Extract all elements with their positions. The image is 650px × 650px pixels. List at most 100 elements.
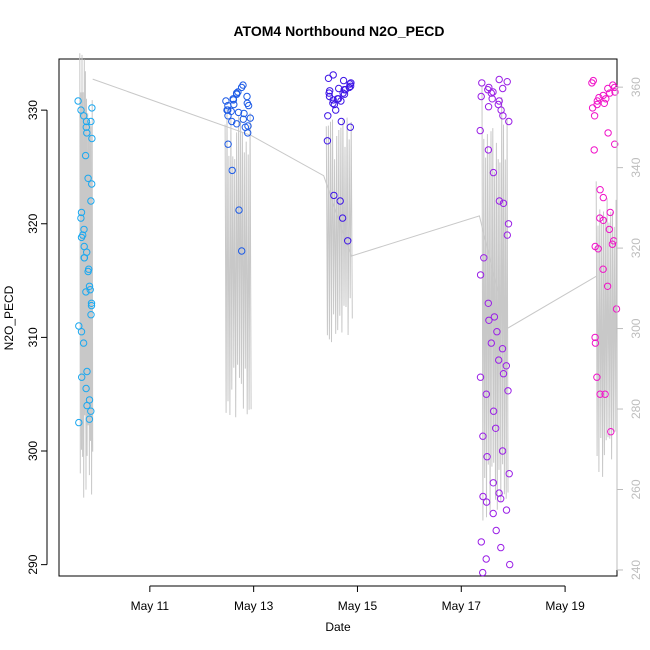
data-point xyxy=(80,254,89,262)
data-point xyxy=(484,103,493,111)
data-point xyxy=(498,447,507,455)
data-point xyxy=(77,214,85,222)
data-point xyxy=(604,129,612,137)
data-point xyxy=(346,82,355,91)
data-point xyxy=(233,120,241,128)
data-point xyxy=(88,180,96,188)
data-point xyxy=(239,115,248,123)
data-point xyxy=(238,247,246,255)
gray-line-burst xyxy=(481,85,509,521)
data-point xyxy=(337,117,345,126)
data-point xyxy=(82,288,90,296)
data-point xyxy=(347,79,355,87)
y-axis-left: 290 300 310 320 330 xyxy=(26,100,48,575)
data-point xyxy=(88,134,96,143)
data-point xyxy=(75,418,83,427)
data-point xyxy=(234,108,243,117)
data-point xyxy=(476,373,485,381)
data-point xyxy=(77,106,85,114)
data-point xyxy=(611,140,619,148)
data-point xyxy=(340,86,348,94)
data-point xyxy=(611,88,619,96)
data-point xyxy=(499,370,508,378)
data-point xyxy=(234,88,242,96)
data-point xyxy=(599,216,607,225)
y-right-tick-label: 340 xyxy=(629,157,643,177)
data-point xyxy=(87,117,95,126)
x-axis-label: Date xyxy=(325,620,351,634)
x-tick-label: May 17 xyxy=(442,599,482,613)
data-point xyxy=(227,107,235,116)
data-point xyxy=(476,271,485,279)
data-point xyxy=(477,538,485,546)
data-point xyxy=(339,76,348,85)
x-tick-label: May 19 xyxy=(545,599,585,613)
data-point xyxy=(77,328,86,336)
gray-line-burst xyxy=(595,181,618,477)
data-point xyxy=(82,123,91,131)
data-point xyxy=(482,498,491,506)
data-point xyxy=(344,237,352,245)
data-point xyxy=(499,84,507,93)
data-point xyxy=(503,231,511,239)
data-point xyxy=(329,96,337,104)
x-axis: May 11 May 13 May 15 May 17 May 19 xyxy=(131,585,585,613)
data-point xyxy=(593,373,601,381)
data-point xyxy=(589,76,597,85)
gray-line-burst xyxy=(224,109,252,418)
x-tick-label: May 11 xyxy=(131,599,170,613)
data-point xyxy=(244,122,252,130)
data-point xyxy=(606,208,614,217)
data-point xyxy=(330,191,338,200)
data-point xyxy=(482,390,490,398)
data-point xyxy=(478,79,486,87)
data-point xyxy=(604,84,612,93)
data-point xyxy=(79,339,88,347)
data-point xyxy=(489,88,497,96)
y-left-tick-label: 320 xyxy=(26,213,40,233)
gray-line-layer xyxy=(79,53,618,521)
data-point xyxy=(335,84,343,93)
y-right-tick-label: 320 xyxy=(629,238,643,258)
y-right-tick-label: 260 xyxy=(629,479,643,499)
y-right-tick-label: 360 xyxy=(629,77,643,97)
data-point xyxy=(489,479,497,487)
data-point xyxy=(482,555,490,563)
data-point xyxy=(492,526,500,535)
data-point xyxy=(329,99,337,108)
data-point xyxy=(596,186,604,194)
data-point xyxy=(493,328,501,336)
data-point xyxy=(502,506,511,514)
data-point xyxy=(588,104,597,112)
y-left-tick-label: 300 xyxy=(26,441,40,461)
data-point xyxy=(87,299,96,307)
data-point xyxy=(338,214,347,222)
data-point xyxy=(485,316,493,324)
data-point xyxy=(224,140,232,148)
data-point xyxy=(479,568,487,577)
data-point xyxy=(595,93,603,102)
data-point xyxy=(88,104,96,112)
data-point xyxy=(477,92,485,101)
y-axis-label: N2O_PECD xyxy=(2,285,16,350)
y-right-tick-label: 240 xyxy=(629,560,643,580)
data-point xyxy=(506,560,514,569)
data-point xyxy=(87,197,95,205)
data-point xyxy=(337,97,345,105)
data-point xyxy=(487,89,495,97)
y-axis-right: 240 260 280 300 320 340 360 xyxy=(616,77,643,580)
data-point xyxy=(505,470,513,478)
data-point xyxy=(80,242,88,251)
data-point xyxy=(489,407,498,415)
data-point xyxy=(503,78,511,86)
y-left-tick-label: 310 xyxy=(26,327,40,347)
data-point xyxy=(495,197,504,205)
data-point xyxy=(495,356,503,364)
data-point xyxy=(87,311,95,319)
data-point xyxy=(487,339,495,347)
data-point xyxy=(84,174,92,183)
data-point xyxy=(607,428,615,436)
data-point xyxy=(74,97,82,105)
data-point xyxy=(502,362,510,370)
data-point xyxy=(600,99,608,108)
